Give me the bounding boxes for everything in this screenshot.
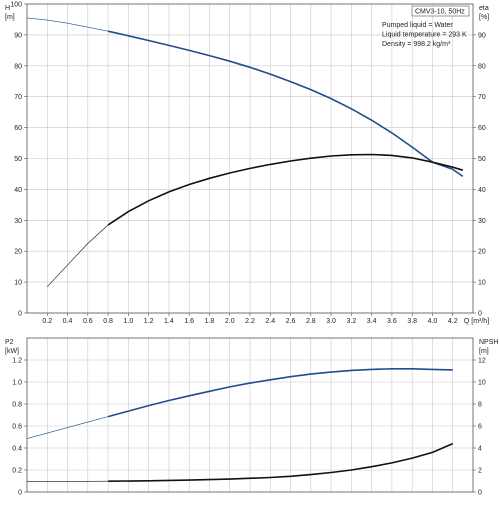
- y2-tick-label: 70: [478, 94, 486, 101]
- y2-tick-label: 10: [478, 280, 486, 287]
- y2-tick-label: 60: [478, 125, 486, 132]
- y2-tick-label: 40: [478, 187, 486, 194]
- x-tick-label: 0.4: [63, 318, 73, 325]
- y2-tick-label: 10: [478, 380, 486, 387]
- x-tick-label: 1.0: [123, 318, 133, 325]
- y2-axis-label: NPSH[m]: [479, 339, 498, 355]
- y-tick-label: 40: [14, 187, 22, 194]
- info-line: Liquid temperature = 293 K: [382, 32, 467, 39]
- x-tick-label: 4.2: [448, 318, 458, 325]
- x-tick-label: 1.8: [205, 318, 215, 325]
- y2-tick-label: 50: [478, 156, 486, 163]
- y2-tick-label: 0: [478, 490, 482, 497]
- x-tick-label: 0.2: [42, 318, 52, 325]
- y2-tick-label: 80: [478, 63, 486, 70]
- y2-tick-label: 12: [478, 358, 486, 365]
- x-tick-label: 2.8: [306, 318, 316, 325]
- y-tick-label: 20: [14, 249, 22, 256]
- y2-tick-label: 20: [478, 249, 486, 256]
- x-tick-label: 2.6: [286, 318, 296, 325]
- x-tick-label: 1.4: [164, 318, 174, 325]
- x-tick-label: 0.6: [83, 318, 93, 325]
- x-tick-label: 2.0: [225, 318, 235, 325]
- info-line: Pumped liquid = Water: [382, 22, 453, 29]
- x-tick-label: 4.0: [428, 318, 438, 325]
- y-tick-label: 100: [10, 2, 22, 9]
- y-tick-label: 0: [18, 311, 22, 318]
- x-tick-label: 1.2: [144, 318, 154, 325]
- y2-tick-label: 4: [478, 446, 482, 453]
- y-tick-label: 70: [14, 94, 22, 101]
- y-tick-label: 90: [14, 32, 22, 39]
- y-tick-label: 0.6: [12, 424, 22, 431]
- y2-tick-label: 6: [478, 424, 482, 431]
- y2-tick-label: 90: [478, 32, 486, 39]
- y-tick-label: 1.2: [12, 358, 22, 365]
- y-tick-label: 30: [14, 218, 22, 225]
- x-tick-label: 3.6: [387, 318, 397, 325]
- info-line: Density = 998.2 kg/m³: [382, 41, 451, 48]
- NPSH-series-line: [108, 444, 453, 482]
- y2-axis-label: eta[%]: [479, 5, 489, 21]
- y-tick-label: 0: [18, 490, 22, 497]
- x-tick-label: 3.4: [367, 318, 377, 325]
- x-tick-label: 2.2: [245, 318, 255, 325]
- x-tick-label: 0.8: [103, 318, 113, 325]
- y-tick-label: 0.2: [12, 468, 22, 475]
- x-tick-label: 3.0: [326, 318, 336, 325]
- y-axis-label: P2[kW]: [5, 339, 19, 355]
- x-tick-label: 2.4: [265, 318, 275, 325]
- y2-tick-label: 0: [478, 311, 482, 318]
- y-tick-label: 0.8: [12, 402, 22, 409]
- x-tick-label: 3.8: [407, 318, 417, 325]
- y-tick-label: 1.0: [12, 380, 22, 387]
- y-tick-label: 0.4: [12, 446, 22, 453]
- P2-series-line: [108, 369, 453, 417]
- x-tick-label: 3.2: [346, 318, 356, 325]
- y2-tick-label: 30: [478, 218, 486, 225]
- y-tick-label: 50: [14, 156, 22, 163]
- y2-tick-label: 8: [478, 402, 482, 409]
- eta-series-line-thin: [47, 225, 108, 287]
- info-title: CMV3-10, 50Hz: [415, 9, 465, 16]
- y2-tick-label: 2: [478, 468, 482, 475]
- x-tick-label: 1.6: [184, 318, 194, 325]
- y-tick-label: 60: [14, 125, 22, 132]
- y-tick-label: 10: [14, 280, 22, 287]
- y-tick-label: 80: [14, 63, 22, 70]
- x-axis-label: Q [m³/h]: [464, 318, 489, 325]
- H-series-line: [108, 31, 463, 176]
